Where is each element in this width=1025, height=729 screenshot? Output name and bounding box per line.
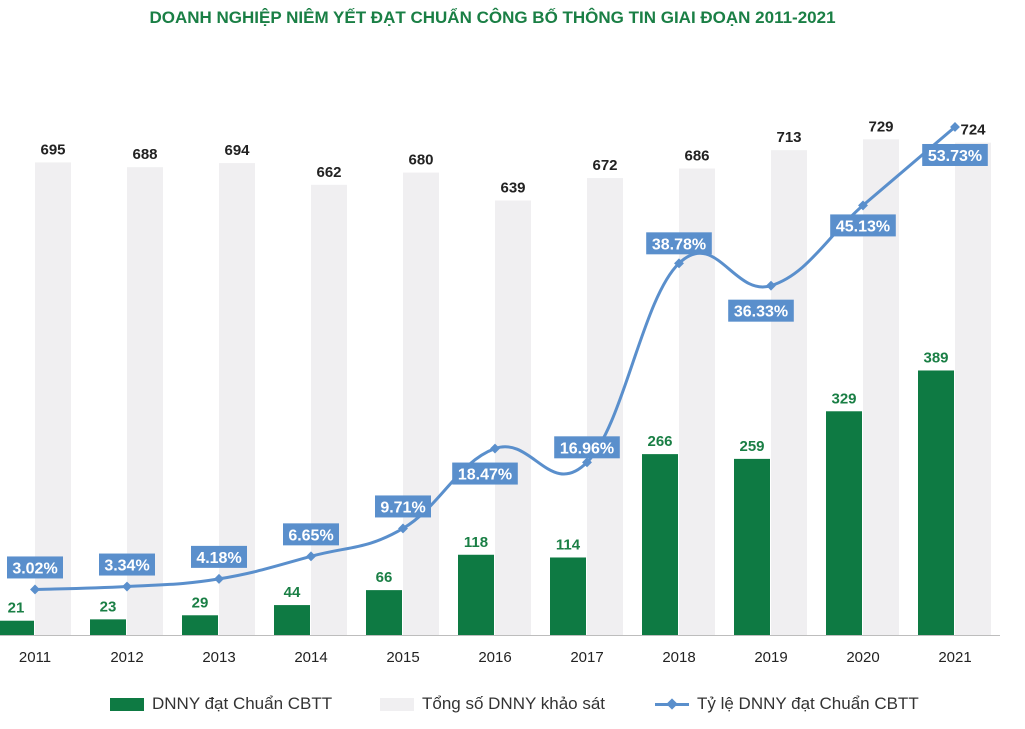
legend-label-green: DNNY đạt Chuẩn CBTT xyxy=(152,694,333,713)
ratio-marker xyxy=(858,200,868,211)
ratio-value-label: 6.65% xyxy=(288,527,333,544)
ratio-label-box xyxy=(728,299,794,322)
total-bar xyxy=(495,200,531,636)
chart-canvas: 2011 2012 2013 2014 2015 2016 2017 2018 2019 2020… xyxy=(0,118,1000,666)
total-value-label: 672 xyxy=(592,157,617,174)
ratio-marker xyxy=(398,523,408,534)
total-value-label: 680 xyxy=(408,152,433,169)
compliant-bar xyxy=(366,590,402,635)
x-tick-label: 2012 xyxy=(110,649,143,666)
legend-swatch-gray xyxy=(380,697,414,711)
ratio-value-label: 9.71% xyxy=(380,499,425,516)
total-value-label: 724 xyxy=(960,122,986,139)
compliant-value-label: 29 xyxy=(192,594,209,611)
compliant-bar xyxy=(550,557,586,635)
total-value-label: 729 xyxy=(868,118,893,135)
ratio-label-box xyxy=(283,523,339,546)
x-tick-label: 2020 xyxy=(846,649,879,666)
compliant-value-label: 259 xyxy=(739,438,764,455)
legend-item-green: DNNY đạt Chuẩn CBTT xyxy=(110,694,332,714)
total-bar xyxy=(35,162,71,635)
ratio-label-box xyxy=(830,214,896,237)
total-bar xyxy=(311,184,347,635)
ratio-value-label: 36.33% xyxy=(734,304,788,321)
compliant-bar xyxy=(734,458,770,635)
compliant-value-label: 23 xyxy=(100,598,117,615)
x-tick-label: 2017 xyxy=(570,649,603,666)
legend-label-line: Tỷ lệ DNNY đạt Chuẩn CBTT xyxy=(697,694,919,713)
ratio-label-box xyxy=(452,462,518,485)
total-value-label: 688 xyxy=(132,146,157,163)
compliant-bar xyxy=(642,454,678,635)
ratio-value-label: 45.13% xyxy=(836,218,890,235)
compliant-bar xyxy=(0,620,34,635)
ratio-value-label: 38.78% xyxy=(652,236,706,253)
compliant-value-label: 44 xyxy=(284,584,301,601)
ratio-value-label: 3.02% xyxy=(12,560,57,577)
ratio-value-label: 3.34% xyxy=(104,558,149,575)
total-bar xyxy=(403,172,439,635)
ratio-marker xyxy=(674,258,684,269)
x-tick-label: 2014 xyxy=(294,649,327,666)
x-tick-label: 2018 xyxy=(662,649,695,666)
total-value-label: 695 xyxy=(40,141,65,158)
chart-title: DOANH NGHIỆP NIÊM YẾT ĐẠT CHUẨN CÔNG BỐ … xyxy=(149,8,836,27)
legend-item-line: Tỷ lệ DNNY đạt Chuẩn CBTT xyxy=(655,694,919,714)
x-tick-label: 2021 xyxy=(938,649,971,666)
x-tick-label: 2013 xyxy=(202,649,235,666)
ratio-marker xyxy=(122,581,132,592)
total-bar xyxy=(863,139,899,635)
total-value-label: 694 xyxy=(224,142,250,159)
x-tick-label: 2016 xyxy=(478,649,511,666)
compliant-bar xyxy=(458,554,494,635)
legend-swatch-line xyxy=(655,696,689,712)
ratio-marker xyxy=(214,573,224,584)
ratio-label-box xyxy=(375,495,431,518)
x-tick-label: 2011 xyxy=(19,649,51,666)
ratio-label-box xyxy=(646,232,712,255)
ratio-marker xyxy=(950,122,960,132)
compliant-bar xyxy=(826,411,862,635)
total-value-label: 662 xyxy=(316,164,341,181)
compliant-bar xyxy=(90,619,126,635)
legend-swatch-green xyxy=(110,697,144,711)
legend: DNNY đạt Chuẩn CBTT Tổng số DNNY khảo sá… xyxy=(0,694,1025,724)
compliant-value-label: 118 xyxy=(464,534,488,551)
total-value-label: 639 xyxy=(500,179,525,196)
compliant-bar xyxy=(274,605,310,635)
compliant-value-label: 389 xyxy=(923,349,948,366)
compliant-value-label: 114 xyxy=(556,536,581,553)
compliant-value-label: 66 xyxy=(376,569,393,586)
ratio-marker xyxy=(30,584,40,595)
ratio-marker xyxy=(582,457,592,468)
total-value-label: 713 xyxy=(776,129,801,146)
ratio-label-box xyxy=(99,553,155,576)
ratio-label-box xyxy=(7,556,63,579)
legend-label-gray: Tổng số DNNY khảo sát xyxy=(422,694,605,713)
x-tick-label: 2019 xyxy=(754,649,787,666)
ratio-marker xyxy=(306,551,316,562)
compliant-bar xyxy=(182,615,218,635)
ratio-label-box xyxy=(554,436,620,459)
ratio-value-label: 4.18% xyxy=(196,550,241,567)
ratio-label-box xyxy=(922,143,988,166)
total-bar xyxy=(771,150,807,635)
total-bar xyxy=(955,142,991,635)
ratio-marker xyxy=(490,443,500,454)
total-value-label: 686 xyxy=(684,148,709,165)
x-tick-label: 2015 xyxy=(386,649,419,666)
ratio-marker xyxy=(766,280,776,291)
compliant-value-label: 21 xyxy=(8,600,25,617)
compliant-value-label: 329 xyxy=(831,390,856,407)
legend-item-gray: Tổng số DNNY khảo sát xyxy=(380,694,605,714)
compliant-bar xyxy=(918,370,954,635)
compliant-value-label: 266 xyxy=(647,433,672,450)
ratio-value-label: 53.73% xyxy=(928,148,982,165)
ratio-value-label: 16.96% xyxy=(560,440,614,457)
ratio-value-label: 18.47% xyxy=(458,467,512,484)
ratio-label-box xyxy=(191,545,247,568)
